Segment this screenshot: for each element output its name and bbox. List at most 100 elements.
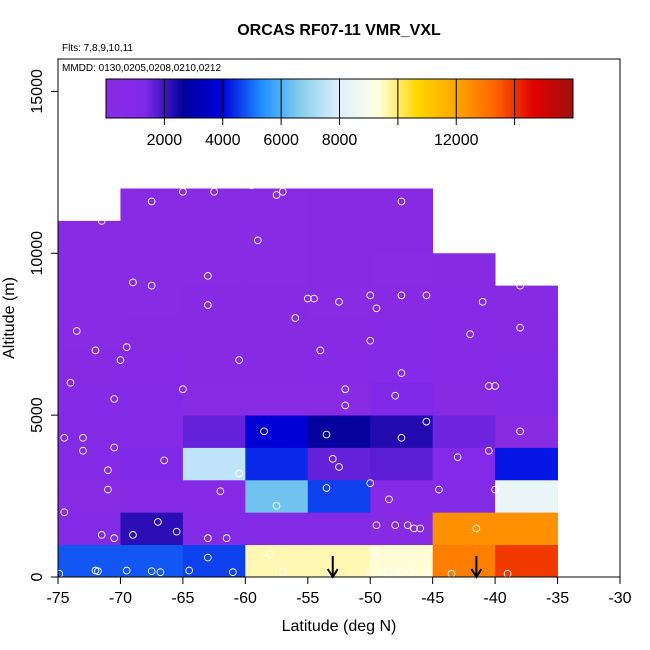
heatmap-cell bbox=[370, 350, 434, 384]
sample-point bbox=[204, 301, 212, 309]
sample-point bbox=[222, 534, 231, 543]
sample-point bbox=[129, 278, 137, 287]
heatmap-cell bbox=[120, 415, 184, 448]
y-tick-label: 5000 bbox=[29, 397, 46, 433]
x-tick-label: -50 bbox=[359, 590, 382, 607]
heatmap-cell bbox=[245, 285, 309, 319]
sample-point bbox=[322, 484, 331, 492]
sample-point bbox=[154, 518, 162, 526]
heatmap-cell bbox=[58, 544, 121, 578]
heatmap-cell bbox=[495, 544, 558, 578]
sample-point bbox=[478, 297, 487, 306]
colorbar-tick-label: 6000 bbox=[263, 132, 299, 149]
y-axis-label: Altitude (m) bbox=[1, 277, 18, 359]
heatmap-cell bbox=[307, 512, 371, 546]
heatmap-cell bbox=[245, 447, 309, 481]
sample-point bbox=[422, 417, 431, 426]
colorbar-lines bbox=[163, 79, 516, 125]
sample-point bbox=[266, 550, 275, 559]
colorbar-tick-label: 8000 bbox=[322, 132, 358, 149]
x-axis: -75 -70 -65 -60 -55 -50 -45 -40 -35 -30 bbox=[46, 576, 632, 607]
sample-point bbox=[416, 524, 425, 533]
sample-point bbox=[97, 531, 106, 539]
sample-point bbox=[235, 356, 243, 364]
colorbar-ticks: 2000 4000 6000 8000 12000 bbox=[147, 132, 479, 149]
heatmap-cell bbox=[245, 512, 309, 546]
heatmap-cell bbox=[58, 447, 121, 481]
heatmap-cell bbox=[182, 350, 246, 384]
sample-point bbox=[104, 466, 112, 475]
heatmap-cell bbox=[432, 285, 496, 319]
heatmap-cell bbox=[370, 382, 434, 416]
sample-point bbox=[403, 521, 412, 530]
heatmap-cell bbox=[58, 512, 121, 546]
sample-point bbox=[291, 314, 300, 322]
heatmap-cell bbox=[370, 220, 434, 254]
sample-point bbox=[228, 568, 237, 576]
sample-point bbox=[372, 521, 381, 530]
heatmap-cell bbox=[120, 220, 184, 254]
x-tick-label: -60 bbox=[234, 590, 257, 607]
sample-point bbox=[129, 531, 137, 539]
heatmap-cell bbox=[58, 382, 121, 416]
heatmap-cell bbox=[370, 415, 434, 448]
sample-point bbox=[397, 291, 406, 300]
heatmap-cell bbox=[120, 285, 184, 319]
sample-point bbox=[335, 463, 343, 471]
sample-point bbox=[216, 487, 225, 496]
sample-point bbox=[104, 485, 112, 494]
sample-point bbox=[204, 272, 212, 280]
sample-point bbox=[385, 568, 393, 577]
heatmap-cell bbox=[120, 447, 184, 481]
x-axis-label: Latitude (deg N) bbox=[282, 618, 397, 635]
sample-point bbox=[516, 323, 524, 332]
heatmap-cell bbox=[120, 253, 184, 287]
heatmap-cell bbox=[120, 318, 184, 351]
heatmap-cell bbox=[495, 415, 558, 448]
heatmap-cell bbox=[58, 318, 121, 351]
sample-point bbox=[485, 382, 493, 390]
sample-point bbox=[278, 187, 287, 196]
heatmap-cell bbox=[432, 415, 496, 448]
heatmap-cell bbox=[58, 415, 121, 448]
sample-point bbox=[247, 181, 256, 190]
heatmap-cell bbox=[182, 318, 246, 351]
flights-label: Flts: 7,8,9,10,11 bbox=[62, 43, 133, 54]
sample-point bbox=[406, 567, 415, 576]
heatmap-cell bbox=[307, 415, 371, 448]
sample-point bbox=[372, 547, 381, 555]
sample-point bbox=[366, 568, 375, 576]
sample-point bbox=[385, 495, 393, 504]
heatmap-cell bbox=[370, 479, 434, 513]
sample-point bbox=[328, 454, 337, 463]
sample-point bbox=[466, 330, 474, 339]
sample-point bbox=[204, 534, 212, 543]
sample-point bbox=[516, 281, 524, 290]
y-tick-label: 10000 bbox=[29, 231, 46, 276]
sample-point bbox=[397, 369, 406, 377]
heatmap-cell bbox=[432, 512, 496, 546]
heatmap-cell bbox=[307, 318, 371, 351]
heatmap-cell bbox=[307, 285, 371, 319]
heatmap-cell bbox=[245, 350, 309, 384]
sample-point bbox=[391, 391, 400, 400]
x-tick-label: -35 bbox=[546, 590, 569, 607]
heatmap-cell bbox=[307, 382, 371, 416]
heatmap-cell bbox=[495, 512, 558, 546]
sample-point bbox=[410, 524, 418, 533]
sample-point bbox=[366, 479, 375, 487]
sample-point bbox=[160, 456, 169, 465]
sample-point bbox=[372, 304, 381, 313]
sample-point bbox=[272, 191, 281, 199]
sample-point bbox=[97, 217, 106, 225]
heatmap-cell bbox=[307, 220, 371, 254]
heatmap-cell bbox=[432, 544, 496, 578]
heatmap-cell bbox=[182, 544, 246, 578]
heatmap-cell bbox=[432, 318, 496, 351]
x-tick-label: -30 bbox=[608, 590, 631, 607]
heatmap-cell bbox=[432, 253, 496, 287]
heatmap-cell bbox=[370, 318, 434, 351]
sample-point bbox=[260, 427, 268, 436]
sample-point bbox=[366, 336, 375, 345]
sample-point bbox=[422, 291, 431, 300]
